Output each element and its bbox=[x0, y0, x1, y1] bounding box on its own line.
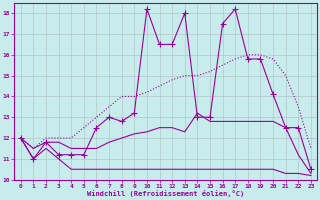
X-axis label: Windchill (Refroidissement éolien,°C): Windchill (Refroidissement éolien,°C) bbox=[87, 190, 244, 197]
